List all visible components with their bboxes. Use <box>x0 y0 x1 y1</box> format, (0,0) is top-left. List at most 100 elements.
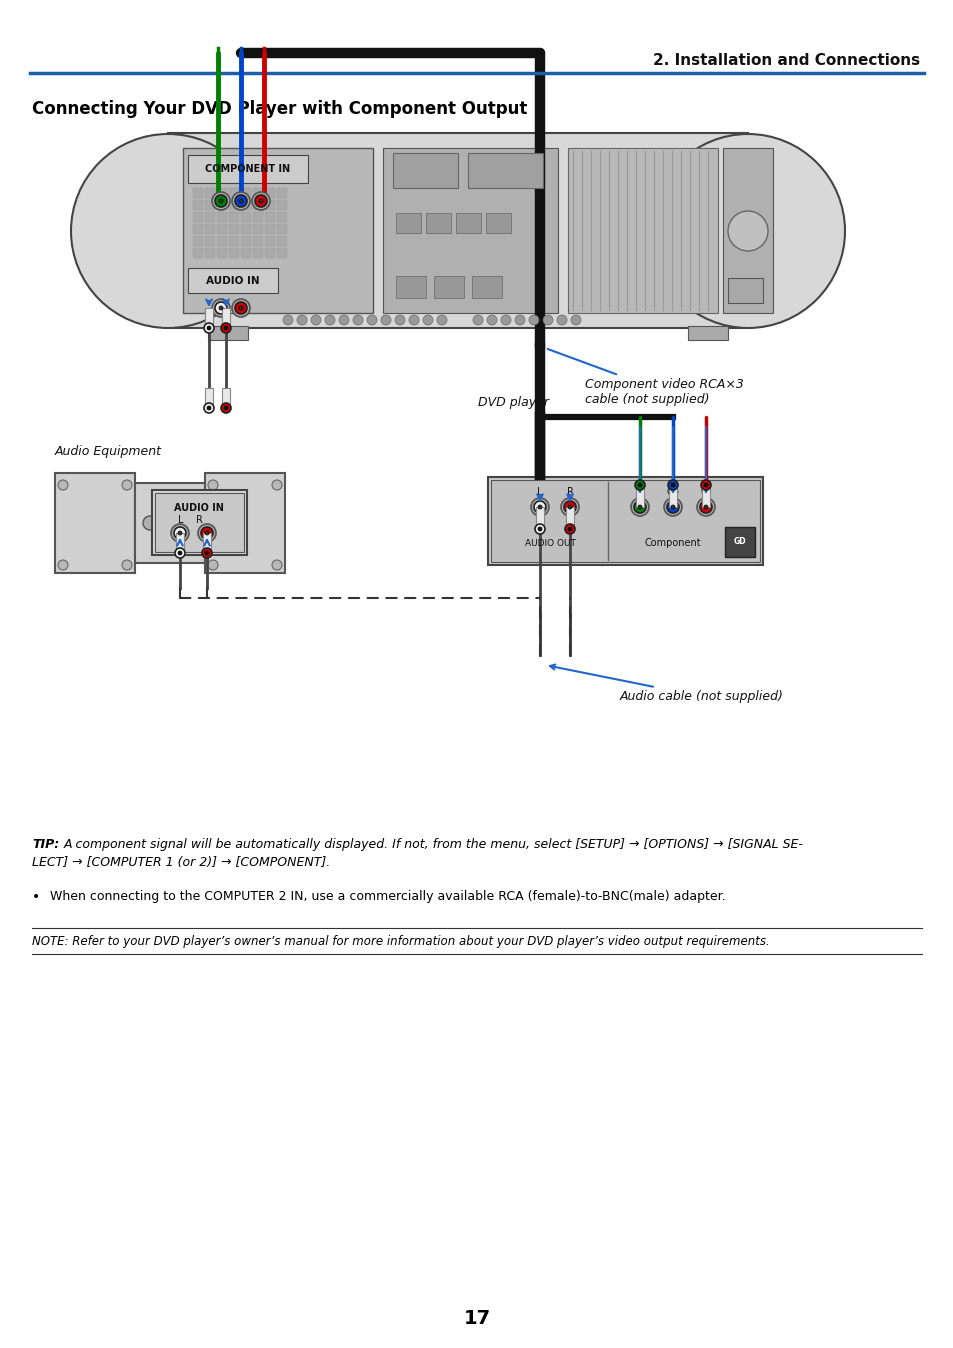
Circle shape <box>239 200 243 204</box>
Bar <box>724 527 754 557</box>
Bar <box>193 200 203 210</box>
Circle shape <box>630 497 648 516</box>
Circle shape <box>221 324 231 333</box>
Bar <box>241 236 251 245</box>
Bar <box>276 200 287 210</box>
Circle shape <box>58 480 68 491</box>
Circle shape <box>311 315 320 325</box>
Circle shape <box>667 480 678 491</box>
Circle shape <box>638 483 641 487</box>
Circle shape <box>174 549 185 558</box>
Bar <box>253 212 263 222</box>
Circle shape <box>567 506 572 510</box>
Bar <box>488 477 762 565</box>
Bar <box>253 236 263 245</box>
Bar <box>193 236 203 245</box>
Bar <box>216 236 227 245</box>
Circle shape <box>198 524 215 542</box>
Circle shape <box>207 326 211 330</box>
Circle shape <box>564 524 575 534</box>
Text: DVD player: DVD player <box>477 396 548 408</box>
Circle shape <box>207 406 211 410</box>
Bar <box>216 212 227 222</box>
Circle shape <box>71 133 265 328</box>
Bar <box>668 485 677 507</box>
Text: R: R <box>566 487 573 497</box>
Text: When connecting to the COMPUTER 2 IN, use a commercially available RCA (female)-: When connecting to the COMPUTER 2 IN, us… <box>50 890 725 903</box>
Circle shape <box>204 324 213 333</box>
Bar <box>491 480 760 562</box>
Bar <box>229 200 239 210</box>
Text: Y: Y <box>637 487 642 497</box>
Bar <box>205 236 214 245</box>
Circle shape <box>204 403 213 412</box>
Bar <box>395 276 426 298</box>
Bar <box>175 532 184 553</box>
Bar <box>265 224 274 235</box>
Bar <box>205 200 214 210</box>
Bar <box>241 187 251 198</box>
Circle shape <box>563 501 576 514</box>
Bar <box>265 187 274 198</box>
Bar <box>188 155 308 183</box>
Bar <box>395 213 420 233</box>
Text: 17: 17 <box>463 1309 490 1328</box>
Circle shape <box>239 306 243 310</box>
Circle shape <box>542 315 553 325</box>
Circle shape <box>380 315 391 325</box>
Circle shape <box>703 483 707 487</box>
Text: AUDIO IN: AUDIO IN <box>206 276 259 286</box>
Circle shape <box>560 497 578 516</box>
Circle shape <box>571 315 580 325</box>
Circle shape <box>205 551 209 555</box>
Circle shape <box>697 497 714 516</box>
Bar <box>205 307 213 328</box>
Circle shape <box>700 480 710 491</box>
Bar <box>216 200 227 210</box>
Bar <box>468 154 542 187</box>
Bar <box>229 248 239 257</box>
Bar <box>229 187 239 198</box>
Circle shape <box>201 527 213 539</box>
Circle shape <box>634 501 645 514</box>
Circle shape <box>296 315 307 325</box>
Bar <box>193 248 203 257</box>
Circle shape <box>219 306 223 310</box>
Circle shape <box>205 531 209 535</box>
Bar <box>188 268 277 293</box>
Bar <box>193 224 203 235</box>
Bar <box>456 213 480 233</box>
Circle shape <box>173 527 186 539</box>
Circle shape <box>670 483 675 487</box>
Bar <box>265 236 274 245</box>
Circle shape <box>224 326 228 330</box>
Bar <box>687 326 727 340</box>
Text: Cr: Cr <box>700 487 711 497</box>
Bar <box>154 493 244 551</box>
Bar <box>229 236 239 245</box>
Bar <box>205 187 214 198</box>
Circle shape <box>727 212 767 251</box>
Bar <box>265 200 274 210</box>
Bar <box>229 224 239 235</box>
Text: 2. Installation and Connections: 2. Installation and Connections <box>652 53 919 67</box>
Text: L    R: L R <box>177 515 202 524</box>
Circle shape <box>650 133 844 328</box>
Circle shape <box>436 315 447 325</box>
Bar <box>276 212 287 222</box>
Circle shape <box>208 480 218 491</box>
Bar <box>265 212 274 222</box>
Text: •: • <box>32 890 40 905</box>
Bar <box>205 248 214 257</box>
Bar <box>205 388 213 408</box>
Bar <box>253 187 263 198</box>
Bar <box>152 491 247 555</box>
Circle shape <box>252 191 270 210</box>
Bar <box>193 187 203 198</box>
Circle shape <box>670 506 675 510</box>
Bar <box>216 224 227 235</box>
Bar <box>636 485 643 507</box>
Circle shape <box>219 200 223 204</box>
Bar <box>276 187 287 198</box>
Bar <box>205 473 285 573</box>
